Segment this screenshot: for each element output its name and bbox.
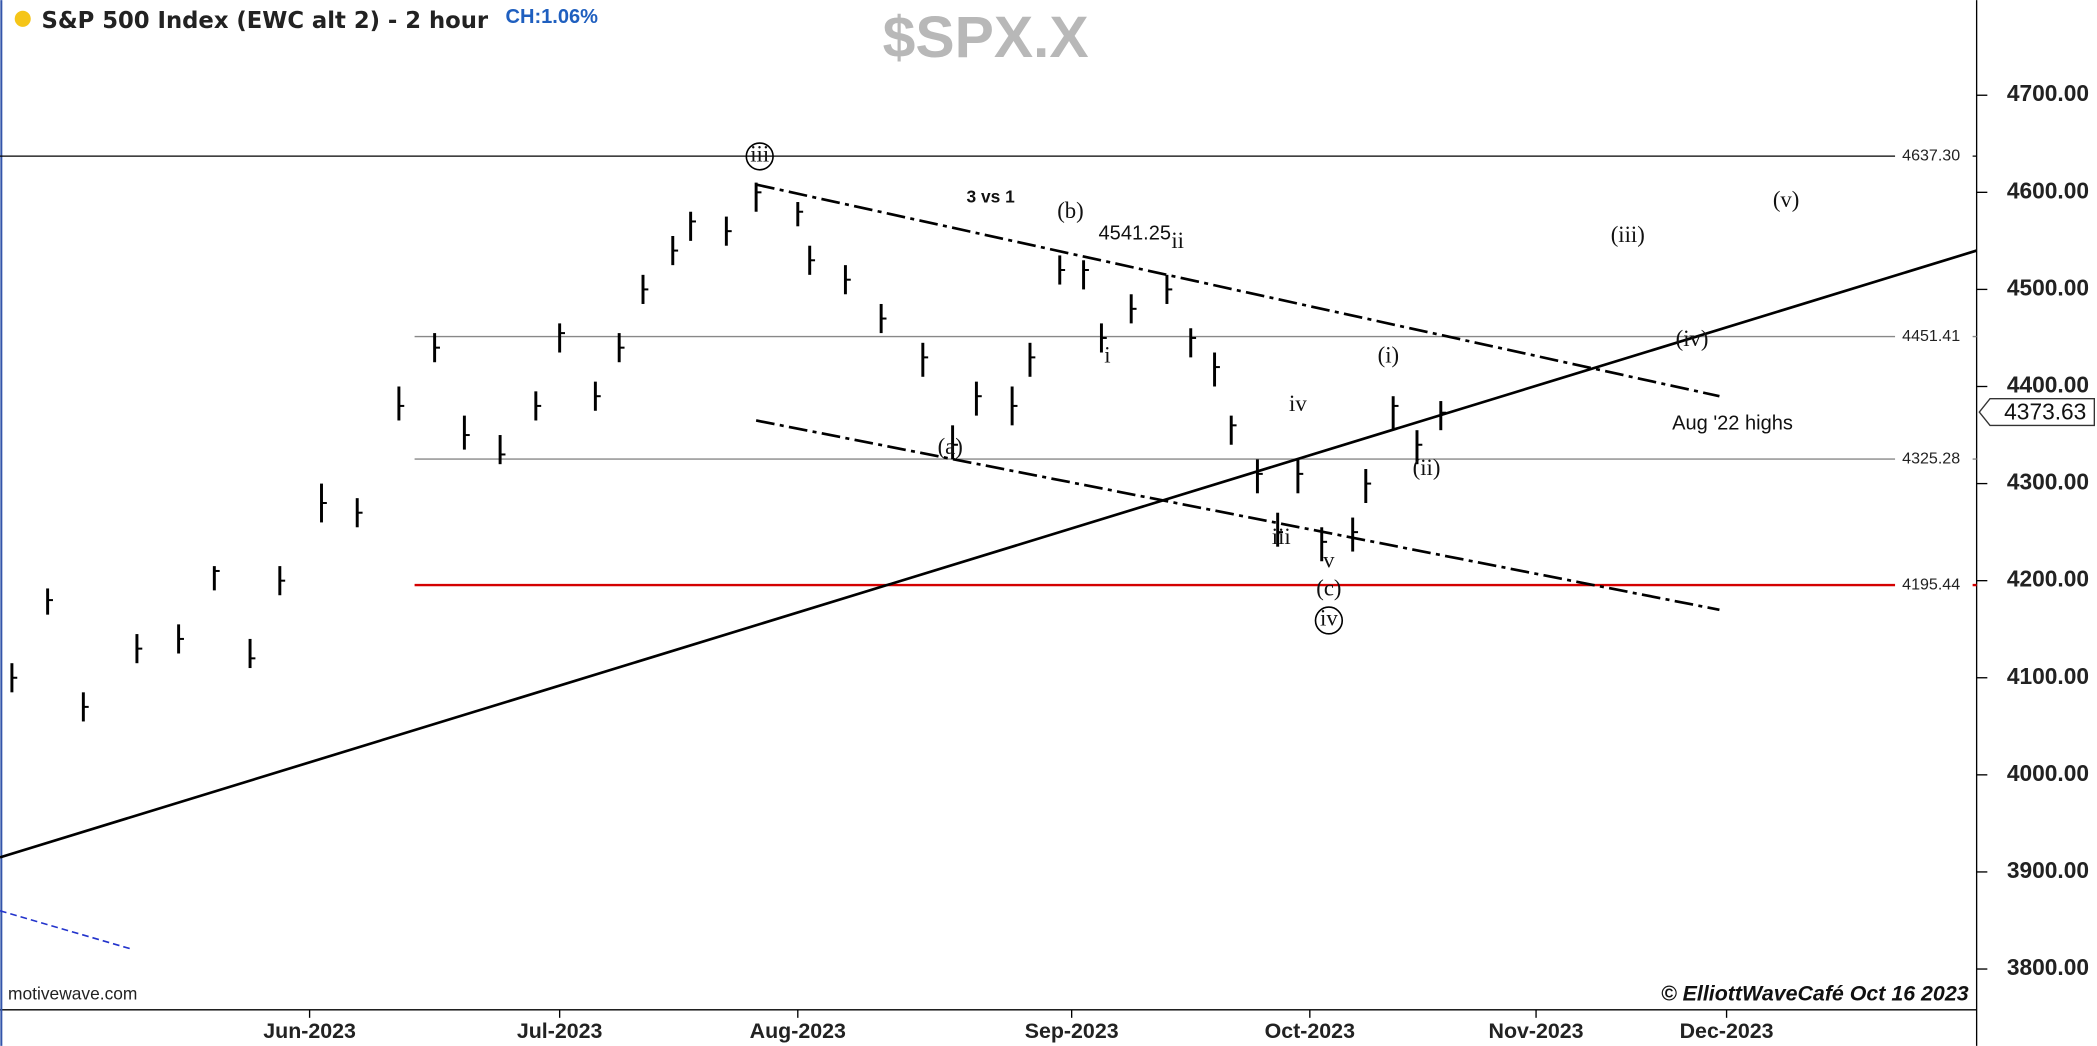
y-tick-label: 4500.00 (2007, 274, 2089, 300)
trendline (0, 249, 1978, 859)
x-tick-label: Aug-2023 (750, 1019, 846, 1043)
trendline (755, 183, 1720, 398)
trendline (0, 910, 134, 951)
wave-label: (a) (938, 434, 963, 459)
chart-title: S&P 500 Index (EWC alt 2) - 2 hour (41, 8, 488, 34)
credit: © ElliottWaveCafé Oct 16 2023 (1661, 982, 1969, 1006)
wave-label: ii (1171, 228, 1184, 253)
y-tick-label: 4700.00 (2007, 80, 2089, 106)
y-tick-label: 4600.00 (2007, 177, 2089, 203)
wave-circle (1314, 606, 1344, 635)
trendline (755, 419, 1720, 612)
status-dot (14, 10, 31, 27)
level-label-bg (1895, 145, 1973, 167)
level-label-bg (1895, 325, 1973, 348)
wave-label: iii (750, 142, 769, 167)
y-tick-label: 4200.00 (2007, 566, 2089, 592)
last-price: 4373.63 (2004, 398, 2086, 424)
wave-label: iii (1272, 524, 1291, 549)
wave-label: iv (1320, 606, 1338, 631)
x-tick-label: Sep-2023 (1025, 1019, 1119, 1043)
level-label: 4451.41 (1902, 327, 1960, 345)
last-price-box (1978, 398, 2095, 427)
source: motivewave.com (8, 984, 137, 1004)
wave-label: (i) (1378, 343, 1399, 368)
y-tick-label: 4400.00 (2007, 371, 2089, 397)
wave-label: (iii) (1611, 222, 1645, 247)
level-label: 4325.28 (1902, 449, 1960, 467)
symbol: $SPX.X (883, 5, 1089, 70)
wave-label: i (1104, 343, 1110, 368)
y-tick-label: 4300.00 (2007, 469, 2089, 495)
wave-label: (c) (1316, 576, 1341, 601)
wave-label: (ii) (1413, 455, 1441, 480)
y-tick-label: 3900.00 (2007, 857, 2089, 883)
x-tick-label: Jun-2023 (263, 1019, 356, 1043)
x-tick-label: Dec-2023 (1680, 1019, 1774, 1043)
wave-label: 4541.25 (1099, 222, 1171, 244)
y-tick-label: 4100.00 (2007, 663, 2089, 689)
y-tick-label: 3800.00 (2007, 954, 2089, 980)
x-tick-label: Oct-2023 (1265, 1019, 1355, 1043)
change: CH:1.06% (506, 6, 599, 28)
wave-label: (v) (1773, 187, 1800, 212)
y-tick-label: 4000.00 (2007, 760, 2089, 786)
wave-label: 3 vs 1 (967, 187, 1016, 207)
level-label: 4195.44 (1902, 575, 1960, 593)
wave-label: v (1323, 547, 1335, 572)
wave-circle (745, 142, 774, 171)
wave-label: Aug '22 highs (1672, 413, 1793, 435)
level-label-bg (1895, 574, 1973, 596)
wave-label: (b) (1057, 198, 1084, 223)
wave-label: iv (1289, 391, 1307, 416)
x-tick-label: Nov-2023 (1489, 1019, 1584, 1043)
level-label-bg (1895, 448, 1973, 470)
wave-label: (iv) (1676, 326, 1709, 351)
level-label: 4637.30 (1902, 146, 1960, 164)
x-tick-label: Jul-2023 (517, 1019, 603, 1043)
